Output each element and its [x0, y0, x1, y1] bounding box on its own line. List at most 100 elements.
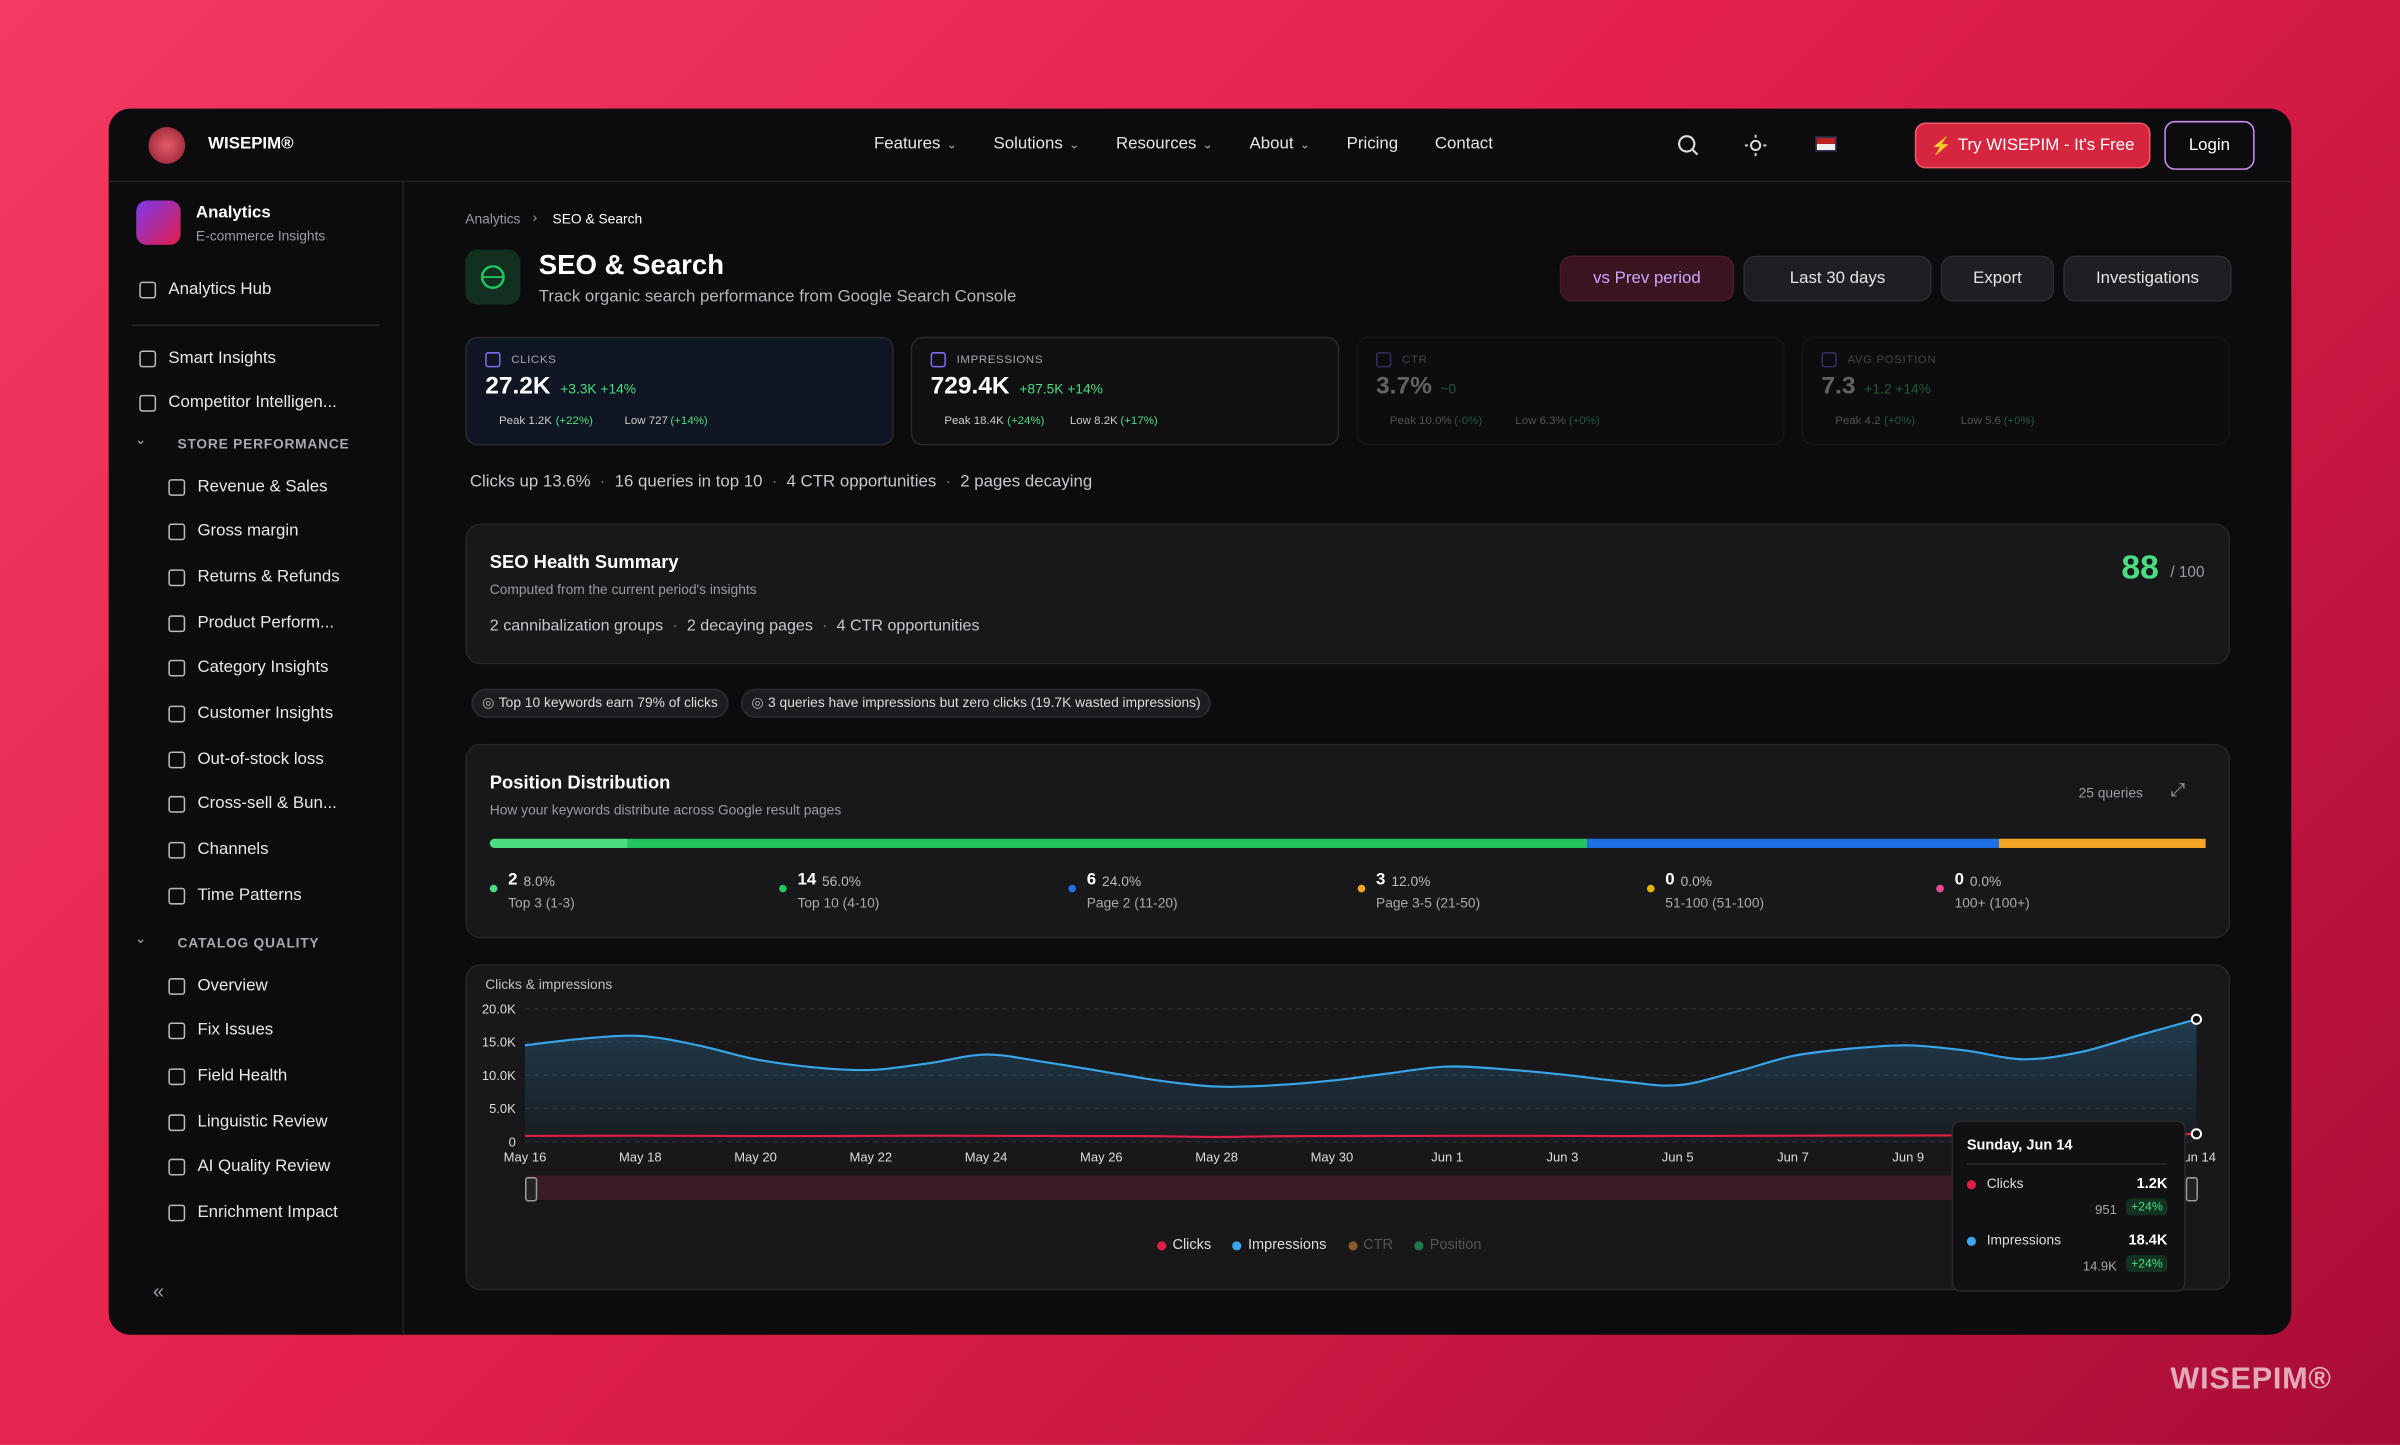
nav-item[interactable]: Overview — [197, 975, 268, 995]
date-range-button[interactable]: Last 30 days — [1743, 255, 1932, 302]
nav-link[interactable]: Contact — [1435, 135, 1493, 153]
position-segment — [1999, 838, 2206, 848]
position-segment — [489, 838, 628, 848]
nav-item[interactable]: Cross-sell & Bun... — [197, 794, 337, 814]
range-slider[interactable] — [524, 1175, 2191, 1200]
tooltip-value: 18.4K — [2128, 1232, 2168, 1249]
series-line — [524, 1018, 2197, 1088]
summary-item: 2 decaying pages — [686, 616, 813, 636]
nav-item[interactable]: Enrichment Impact — [197, 1203, 338, 1222]
brand-logo[interactable] — [148, 127, 186, 164]
nav-icon — [168, 751, 186, 768]
brand-name[interactable]: WISEPIM® — [208, 134, 294, 154]
legend-dot — [1068, 884, 1077, 893]
health-max: / 100 — [2170, 564, 2205, 582]
nav-icon — [168, 705, 186, 723]
collapse-button[interactable]: « — [153, 1279, 165, 1303]
cta-button[interactable]: ⚡ Try WISEPIM - It's Free — [1914, 122, 2151, 169]
kpi-label: CLICKS — [511, 352, 557, 366]
nav-link[interactable]: Solutions ⌄ — [994, 135, 1080, 153]
slider-handle[interactable] — [524, 1177, 538, 1202]
nav-item[interactable]: Customer Insights — [197, 704, 334, 723]
nav-item[interactable]: AI Quality Review — [197, 1157, 331, 1176]
health-items: 2 cannibalization groups · 2 decaying page… — [490, 617, 980, 635]
legend-label: Position — [1429, 1236, 1482, 1254]
nav-item[interactable]: Channels — [197, 840, 269, 859]
kpi-peak-delta: (+24%) — [1007, 413, 1045, 428]
tooltip-prev: 951 — [2095, 1201, 2117, 1217]
kpi-low-delta: (+0%) — [1568, 413, 1600, 428]
nav-link[interactable]: Pricing — [1347, 135, 1398, 153]
breadcrumb-item[interactable]: Analytics — [465, 211, 521, 227]
expand-button[interactable]: ⤢ — [2170, 779, 2186, 801]
compare-button[interactable]: vs Prev period — [1559, 255, 1735, 302]
insight-pill: ◎ Top 10 keywords earn 79% of clicks — [471, 688, 729, 718]
summary-item: 16 queries in top 10 — [614, 472, 763, 492]
nav-item[interactable]: Time Patterns — [197, 885, 302, 905]
query-count: 25 queries — [2078, 785, 2143, 801]
section-title[interactable]: STORE PERFORMANCE — [177, 436, 350, 452]
tooltip-dot — [1966, 1236, 1977, 1246]
position-title: Position Distribution — [489, 771, 671, 793]
kpi-value: 3.7% — [1376, 373, 1432, 400]
theme-toggle[interactable] — [1743, 133, 1767, 157]
language-flag[interactable] — [1815, 136, 1837, 152]
nav-link[interactable]: Features ⌄ — [874, 135, 957, 153]
nav-item[interactable]: Product Perform... — [197, 613, 335, 632]
nav-item[interactable]: Fix Issues — [197, 1021, 274, 1040]
kpi-low: Low 6.3% — [1515, 413, 1566, 428]
nav-item[interactable]: Gross margin — [197, 522, 299, 541]
legend-item[interactable]: Clicks — [1157, 1237, 1211, 1254]
position-subtitle: How your keywords distribute across Goog… — [489, 802, 842, 818]
tooltip-name: Impressions — [1986, 1232, 2061, 1248]
tooltip-delta: +24% — [2126, 1198, 2168, 1216]
kpi-label: CTR — [1402, 352, 1428, 366]
kpi-low: Low 5.6 — [1960, 413, 2001, 428]
nav-item[interactable]: Category Insights — [197, 658, 329, 677]
kpi-peak-delta: (-0%) — [1454, 413, 1483, 428]
summary-item: 2 pages decaying — [960, 472, 1093, 492]
chevron: ⌄ — [946, 137, 957, 152]
nav-item[interactable]: Returns & Refunds — [197, 567, 340, 587]
nav-item[interactable]: Analytics Hub — [168, 280, 272, 299]
nav-item[interactable]: Smart Insights — [168, 348, 276, 368]
position-segment — [627, 838, 1588, 848]
nav-link-label: Solutions — [993, 134, 1063, 154]
nav-link[interactable]: About ⌄ — [1250, 135, 1310, 153]
pill-icon: ◎ — [751, 694, 764, 711]
app-title: Analytics — [195, 203, 271, 222]
legend-item[interactable]: CTR — [1347, 1237, 1393, 1254]
nav-icon — [168, 1159, 186, 1176]
investigations-button[interactable]: Investigations — [2063, 255, 2232, 302]
nav-item[interactable]: Out-of-stock loss — [197, 749, 324, 768]
nav-item[interactable]: Linguistic Review — [197, 1112, 328, 1131]
kpi-value: 729.4K — [930, 373, 1010, 400]
watermark: WISEPIM® — [2170, 1362, 2332, 1396]
summary-item: 4 CTR opportunities — [836, 616, 980, 636]
nav-link[interactable]: Resources ⌄ — [1116, 135, 1213, 153]
kpi-card — [465, 336, 894, 446]
bucket-count: 2 — [508, 870, 518, 890]
nav-item[interactable]: Field Health — [197, 1066, 288, 1086]
summary-item: 2 cannibalization groups — [489, 616, 664, 636]
export-button[interactable]: Export — [1940, 255, 2055, 302]
slider-handle[interactable] — [2185, 1177, 2198, 1202]
x-tick-label: Jun 3 — [1547, 1150, 1579, 1165]
login-button[interactable]: Login — [2164, 120, 2255, 170]
nav-icon — [168, 977, 186, 995]
nav-item[interactable]: Revenue & Sales — [197, 476, 328, 496]
health-subtitle: Computed from the current period's insig… — [489, 581, 757, 597]
bucket-count: 6 — [1086, 870, 1097, 890]
nav-item[interactable]: Competitor Intelligen... — [168, 393, 337, 412]
x-tick-label: May 24 — [965, 1150, 1008, 1165]
kpi-peak-delta: (+0%) — [1884, 413, 1916, 428]
pill-text: 3 queries have impressions but zero clic… — [768, 694, 1201, 711]
search-icon[interactable] — [1676, 133, 1700, 157]
x-tick-label: Jun 9 — [1892, 1150, 1924, 1165]
legend-item[interactable]: Position — [1414, 1237, 1481, 1254]
legend-dot — [1347, 1240, 1357, 1250]
app-subtitle: E-commerce Insights — [195, 228, 326, 244]
section-title[interactable]: CATALOG QUALITY — [177, 935, 320, 951]
legend-item[interactable]: Impressions — [1232, 1237, 1326, 1254]
